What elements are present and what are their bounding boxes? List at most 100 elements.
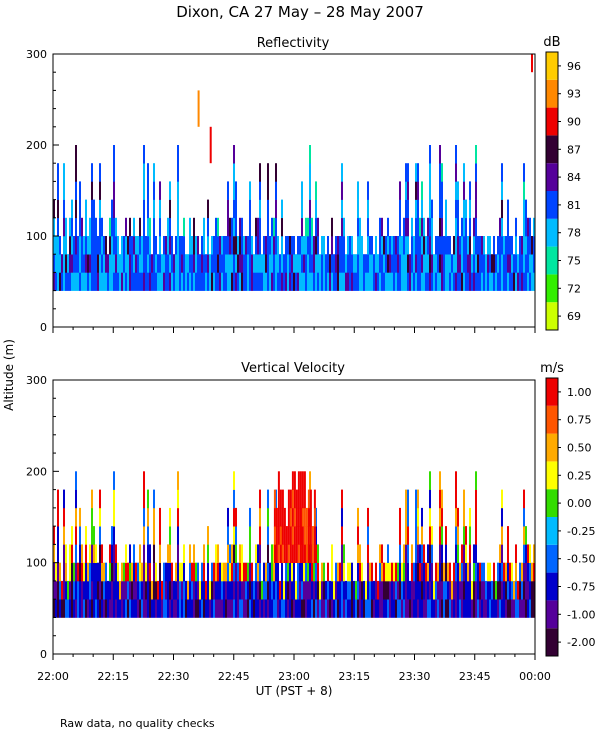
heatmap-cell [59,254,61,273]
heatmap-cell [387,599,389,618]
heatmap-cell [369,599,371,618]
heatmap-cell [409,272,411,291]
heatmap-cell [257,580,259,600]
heatmap-cell [119,580,121,600]
heatmap-cell [55,254,57,273]
heatmap-cell [485,599,487,618]
heatmap-cell [407,599,409,618]
heatmap-cell [323,580,325,600]
heatmap-cell [455,217,457,237]
heatmap-cell [527,236,529,255]
heatmap-cell [133,580,135,600]
heatmap-cell [435,562,437,582]
velocity-colorbar: 1.000.750.500.250.00-0.25-0.50-0.75-1.00… [545,377,595,657]
heatmap-cell [125,544,127,563]
heatmap-cell [199,272,201,291]
heatmap-cell [147,236,149,255]
heatmap-cell [341,272,343,291]
heatmap-cell [145,254,147,273]
colorbar-label: 90 [567,116,581,129]
heatmap-cell [67,272,69,291]
heatmap-cell [347,272,349,291]
heatmap-cell [127,562,129,582]
heatmap-cell [165,254,167,273]
heatmap-cell [145,272,147,291]
heatmap-cell [79,599,81,618]
heatmap-cell [237,562,239,582]
heatmap-cell [97,580,99,600]
heatmap-cell [335,562,337,582]
heatmap-cell [279,544,282,563]
heatmap-cell [241,580,243,600]
heatmap-cell [97,236,99,255]
heatmap-cell [309,163,311,182]
heatmap-cell [91,526,93,545]
heatmap-cell [415,236,417,255]
heatmap-cell [363,272,365,291]
heatmap-cell [357,272,359,291]
heatmap-cell [455,580,457,600]
heatmap-cell [239,544,241,563]
heatmap-cell [507,254,509,273]
heatmap-cell [129,544,131,563]
heatmap-cell [55,599,57,618]
heatmap-cell [251,254,253,273]
heatmap-cell [231,562,233,582]
heatmap-cell [265,254,267,273]
heatmap-cell [137,272,139,291]
heatmap-cell [501,272,503,291]
heatmap-cell [153,272,155,291]
heatmap-cell [469,526,471,545]
heatmap-cell [241,272,243,291]
heatmap-cell [301,526,304,545]
heatmap-cell [463,181,465,200]
heatmap-cell [249,580,251,600]
heatmap-cell [463,163,465,182]
heatmap-cell [391,580,393,600]
heatmap-cell [505,562,507,582]
heatmap-cell [129,217,131,237]
heatmap-cell [263,580,265,600]
heatmap-cell [297,544,300,563]
heatmap-cell [133,236,135,255]
heatmap-cell [267,544,269,563]
heatmap-cell [317,580,319,600]
heatmap-cell [61,599,63,618]
heatmap-cell [121,254,123,273]
heatmap-cell [185,599,187,618]
heatmap-cell [167,272,169,291]
heatmap-cell [147,254,149,273]
heatmap-cell [273,526,276,545]
heatmap-cell [305,562,307,582]
heatmap-cell [89,272,91,291]
heatmap-cell [279,272,281,291]
heatmap-cell [311,217,313,237]
heatmap-cell [431,599,433,618]
heatmap-cell [179,236,181,255]
heatmap-cell [441,507,443,527]
heatmap-cell [93,599,95,618]
heatmap-cell [523,272,525,291]
heatmap-cell [249,272,251,291]
heatmap-cell [87,599,89,618]
heatmap-cell [469,181,471,200]
heatmap-cell [483,562,485,582]
heatmap-cell [287,489,290,509]
heatmap-cell [495,599,497,618]
heatmap-cell [295,599,297,618]
heatmap-cell [361,580,363,600]
heatmap-cell [147,526,149,545]
heatmap-cell [183,272,185,291]
heatmap-cell [351,254,353,273]
heatmap-cell [287,580,289,600]
heatmap-cell [473,272,475,291]
heatmap-cell [339,236,341,255]
heatmap-cell [465,217,467,237]
heatmap-cell [293,236,295,255]
heatmap-cell [91,599,93,618]
heatmap-cell [355,254,357,273]
heatmap-cell [153,489,155,509]
heatmap-cell [483,272,485,291]
heatmap-cell [453,562,455,582]
heatmap-cell [87,580,89,600]
